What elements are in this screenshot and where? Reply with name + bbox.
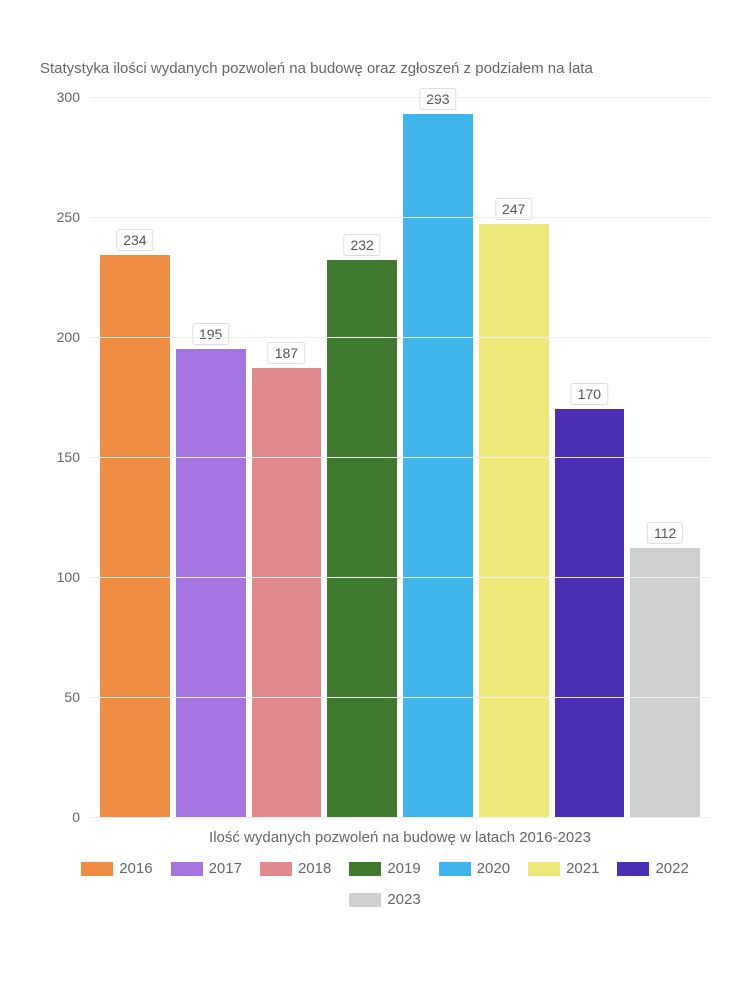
legend-swatch <box>349 862 381 876</box>
bar-fill <box>479 224 549 817</box>
bar-value-label: 293 <box>419 88 456 110</box>
bar-value-label: 112 <box>647 522 683 544</box>
bar-value-label: 232 <box>343 234 380 256</box>
legend-label: 2019 <box>387 860 420 877</box>
x-axis-label: Ilość wydanych pozwoleń na budowę w lata… <box>90 829 710 846</box>
bar-fill <box>630 548 700 817</box>
bar-2022: 170 <box>555 409 625 817</box>
chart-title: Statystyka ilości wydanych pozwoleń na b… <box>40 60 710 77</box>
legend-item-2022: 2022 <box>617 860 688 877</box>
legend-label: 2021 <box>566 860 599 877</box>
grid-line <box>90 97 710 98</box>
legend-swatch <box>617 862 649 876</box>
bar-fill <box>555 409 625 817</box>
grid-line <box>90 697 710 698</box>
y-tick: 50 <box>64 689 80 705</box>
bar-value-label: 187 <box>268 342 305 364</box>
legend-label: 2023 <box>387 891 420 908</box>
legend-label: 2017 <box>209 860 242 877</box>
y-tick: 300 <box>57 89 80 105</box>
legend-swatch <box>349 893 381 907</box>
bar-fill <box>327 260 397 817</box>
bar-2018: 187 <box>252 368 322 817</box>
grid-line <box>90 337 710 338</box>
grid-line <box>90 217 710 218</box>
legend-label: 2022 <box>655 860 688 877</box>
bar-fill <box>403 114 473 817</box>
legend-item-2023: 2023 <box>349 891 420 908</box>
legend-item-2020: 2020 <box>439 860 510 877</box>
grid-line <box>90 817 710 818</box>
legend-label: 2020 <box>477 860 510 877</box>
legend-swatch <box>528 862 560 876</box>
legend-swatch <box>81 862 113 876</box>
bar-2017: 195 <box>176 349 246 817</box>
legend-item-2019: 2019 <box>349 860 420 877</box>
legend-label: 2018 <box>298 860 331 877</box>
y-axis: 050100150200250300 <box>40 97 85 817</box>
bar-value-label: 195 <box>192 323 229 345</box>
chart-container: Statystyka ilości wydanych pozwoleń na b… <box>40 60 710 940</box>
y-tick: 200 <box>57 329 80 345</box>
grid-line <box>90 457 710 458</box>
bar-value-label: 234 <box>116 229 153 251</box>
legend-item-2021: 2021 <box>528 860 599 877</box>
legend-swatch <box>439 862 471 876</box>
y-tick: 150 <box>57 449 80 465</box>
bar-fill <box>176 349 246 817</box>
bar-fill <box>252 368 322 817</box>
legend-item-2017: 2017 <box>171 860 242 877</box>
y-tick: 250 <box>57 209 80 225</box>
bar-2023: 112 <box>630 548 700 817</box>
grid-line <box>90 577 710 578</box>
legend-item-2016: 2016 <box>81 860 152 877</box>
bar-2020: 293 <box>403 114 473 817</box>
bar-fill <box>100 255 170 817</box>
legend-swatch <box>260 862 292 876</box>
bar-2016: 234 <box>100 255 170 817</box>
bar-value-label: 170 <box>571 383 608 405</box>
bar-2021: 247 <box>479 224 549 817</box>
legend: 2016 2017 2018 2019 2020 2021 2022 2023 <box>60 860 710 908</box>
legend-label: 2016 <box>119 860 152 877</box>
plot-area: 050100150200250300 234195187232293247170… <box>90 97 710 817</box>
legend-item-2018: 2018 <box>260 860 331 877</box>
legend-swatch <box>171 862 203 876</box>
bar-2019: 232 <box>327 260 397 817</box>
y-tick: 100 <box>57 569 80 585</box>
y-tick: 0 <box>72 809 80 825</box>
